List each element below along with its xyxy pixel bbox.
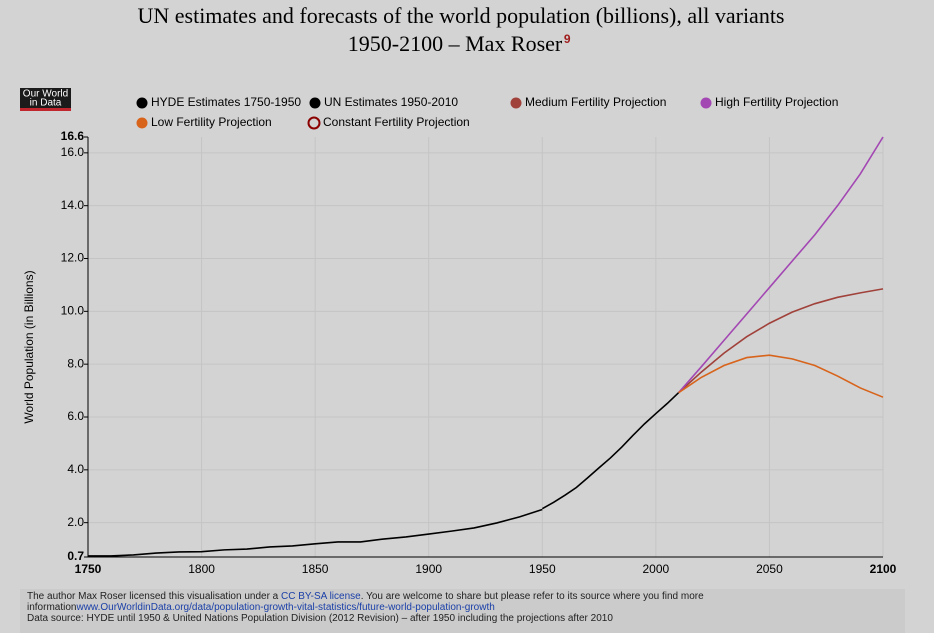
chart: UN estimates and forecasts of the world …: [20, 3, 897, 576]
series-line: [678, 354, 884, 398]
legend-label: Low Fertility Projection: [151, 115, 272, 129]
legend-marker: [136, 97, 148, 109]
y-tick-label: 14.0: [61, 198, 85, 212]
y-tick-label: 4.0: [67, 462, 84, 476]
series-line: [88, 508, 543, 557]
legend-marker: [136, 117, 148, 129]
chart-title: UN estimates and forecasts of the world …: [137, 3, 784, 28]
x-tick-label: 1950: [529, 562, 556, 576]
legend-marker: [307, 116, 321, 130]
title-footnote[interactable]: 9: [564, 32, 571, 46]
legend-item[interactable]: HYDE Estimates 1750-1950: [136, 95, 302, 109]
y-tick-label: 16.6: [61, 129, 85, 143]
note: Data source: HYDE until 1950 & United Na…: [27, 613, 613, 624]
legend-label: UN Estimates 1950-2010: [324, 95, 458, 109]
logo-text: in Data: [30, 98, 62, 109]
legend-item[interactable]: UN Estimates 1950-2010: [309, 95, 459, 109]
legend-label: HYDE Estimates 1750-1950: [151, 95, 301, 109]
legend-label: Constant Fertility Projection: [323, 115, 470, 129]
y-tick-label: 10.0: [61, 304, 85, 318]
legend-label: High Fertility Projection: [715, 95, 838, 109]
source-link[interactable]: www.OurWorldinData.org/data/population-g…: [76, 602, 495, 613]
y-tick-label: 8.0: [67, 356, 84, 370]
legend-label: Medium Fertility Projection: [525, 95, 666, 109]
logo-box: [20, 88, 71, 108]
y-axis-label: World Population (in Billions): [22, 270, 36, 423]
legend-marker: [700, 97, 712, 109]
legend-item[interactable]: High Fertility Projection: [700, 95, 839, 109]
x-tick-label: 2000: [643, 562, 670, 576]
series-line: [677, 136, 884, 394]
x-tick-label: 2100: [870, 562, 897, 576]
note: The author Max Roser licensed this visua…: [27, 591, 282, 602]
x-tick-label: 1750: [75, 562, 102, 576]
series-line: [541, 392, 680, 510]
x-tick-label: 1900: [415, 562, 442, 576]
y-tick-label: 12.0: [61, 251, 85, 265]
y-tick-label: 6.0: [67, 409, 84, 423]
legend-item[interactable]: Low Fertility Projection: [136, 115, 272, 129]
x-tick-label: 1800: [188, 562, 215, 576]
chart-title: 1950-2100 – Max Roser: [348, 31, 563, 56]
y-tick-label: 2.0: [67, 515, 84, 529]
license-link[interactable]: CC BY-SA license: [281, 591, 361, 602]
series-line: [678, 288, 884, 394]
logo-underline: [20, 108, 71, 111]
y-tick-label: 0.7: [67, 549, 84, 563]
legend-item[interactable]: Medium Fertility Projection: [510, 95, 667, 109]
note: . You are welcome to share but please re…: [27, 591, 704, 613]
logo-text: Our World: [23, 89, 68, 100]
x-tick-label: 1850: [302, 562, 329, 576]
legend-marker: [309, 97, 321, 109]
y-tick-label: 16.0: [61, 145, 85, 159]
legend-marker: [510, 97, 522, 109]
x-tick-label: 2050: [756, 562, 783, 576]
footer: The author Max Roser licensed this visua…: [20, 589, 905, 633]
legend-item[interactable]: Constant Fertility Projection: [307, 115, 470, 130]
